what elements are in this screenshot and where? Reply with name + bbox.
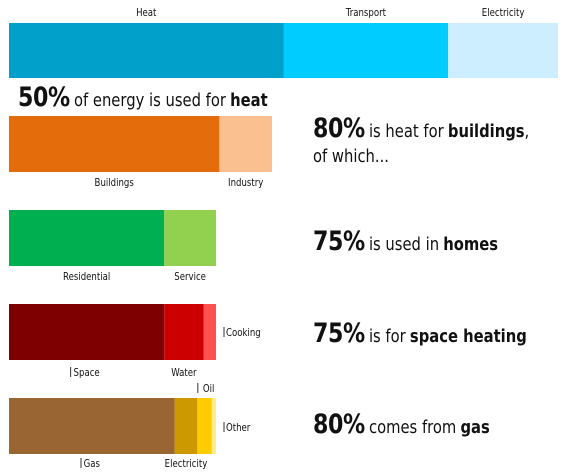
segment-label-energy-use-electricity: Electricity	[482, 7, 525, 19]
gas-keyword: gas	[460, 417, 490, 438]
bar-segment-energy-use-transport	[283, 23, 449, 78]
bar-segment-heat-use-buildings	[9, 116, 220, 172]
space-keyword: space heating	[409, 326, 527, 347]
bar-segment-homes-use-water	[164, 304, 204, 360]
buildings-text: is heat for	[368, 121, 444, 142]
segment-label-buildings-use-service: Service	[174, 271, 206, 283]
heat-text: of energy is used for	[73, 90, 226, 111]
buildings-line2: of which...	[313, 146, 389, 167]
segment-label-energy-use-transport: Transport	[345, 7, 386, 19]
bar-segment-homes-use-space	[9, 304, 165, 360]
buildings-keyword: buildings	[447, 121, 525, 142]
gas-percent: 80%	[313, 409, 365, 440]
buildings-comma: ,	[524, 121, 530, 142]
bar-segment-heat-use-industry	[219, 116, 272, 172]
heat-keyword: heat	[230, 90, 268, 111]
bar-segment-space-heating-source-electricity	[174, 398, 198, 454]
bar-segment-energy-use-heat	[9, 23, 284, 78]
heat-percent: 50%	[18, 82, 70, 113]
segment-label-homes-use-cooking: Cooking	[226, 327, 261, 339]
bar-segment-energy-use-electricity	[448, 23, 558, 78]
buildings-statement: 80% is heat for buildings, of which...	[313, 113, 529, 167]
bar-segment-space-heating-source-gas	[9, 398, 175, 454]
segment-label-homes-use-space: Space	[74, 367, 100, 379]
space-percent: 75%	[313, 318, 365, 349]
segment-label-heat-use-buildings: Buildings	[95, 177, 134, 189]
segment-label-homes-use-water: Water	[171, 367, 197, 379]
space-heating-statement: 75% is for space heating	[313, 318, 527, 349]
homes-text: is used in	[368, 234, 440, 255]
segment-label-space-heating-source-gas: Gas	[84, 458, 100, 470]
homes-percent: 75%	[313, 226, 365, 257]
homes-keyword: homes	[443, 234, 499, 255]
bar-segment-space-heating-source-oil	[197, 398, 212, 454]
segment-label-heat-use-industry: Industry	[228, 177, 263, 189]
segment-label-space-heating-source-electricity: Electricity	[165, 458, 208, 470]
bar-segment-homes-use-cooking	[203, 304, 216, 360]
bar-segment-buildings-use-service	[164, 210, 216, 266]
bar-segment-buildings-use-residential	[9, 210, 165, 266]
heat-statement: 50% of energy is used for heat	[18, 82, 268, 113]
gas-text: comes from	[368, 417, 457, 438]
segment-label-space-heating-source-oil: Oil	[203, 383, 215, 395]
segment-label-energy-use-heat: Heat	[136, 7, 156, 19]
segment-label-buildings-use-residential: Residential	[63, 271, 110, 283]
homes-statement: 75% is used in homes	[313, 226, 498, 257]
space-text: is for	[368, 326, 406, 347]
gas-statement: 80% comes from gas	[313, 409, 490, 440]
bar-segment-space-heating-source-other	[211, 398, 216, 454]
buildings-percent: 80%	[313, 113, 365, 144]
segment-label-space-heating-source-other: Other	[226, 422, 251, 434]
